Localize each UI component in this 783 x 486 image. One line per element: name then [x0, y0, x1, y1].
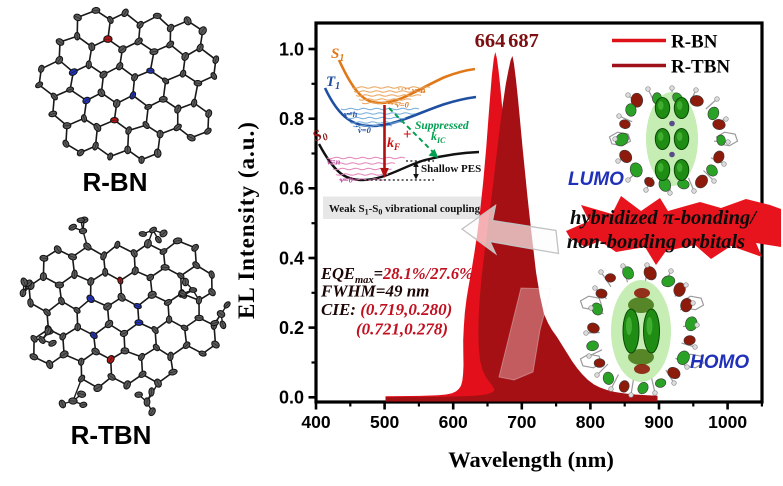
svg-text:ν=0: ν=0 [396, 100, 410, 110]
svg-text:0.2: 0.2 [279, 318, 304, 338]
svg-text:FWHM=49 nm: FWHM=49 nm [320, 282, 429, 301]
svg-text:700: 700 [507, 412, 536, 432]
svg-text:R-BN: R-BN [671, 32, 718, 53]
svg-text:400: 400 [301, 412, 330, 432]
svg-text:0.8: 0.8 [279, 109, 304, 129]
svg-text:0.0: 0.0 [279, 388, 304, 408]
svg-text:non-bonding orbitals: non-bonding orbitals [567, 231, 745, 253]
svg-text:1.0: 1.0 [279, 39, 304, 59]
svg-text:R-TBN: R-TBN [671, 57, 730, 78]
svg-text:+: + [403, 127, 412, 143]
svg-text:664: 664 [475, 30, 506, 52]
svg-text:Wavelength (nm): Wavelength (nm) [448, 447, 614, 472]
svg-text:R-TBN: R-TBN [71, 420, 152, 450]
svg-text:LUMO: LUMO [568, 169, 624, 190]
svg-text:CIE: (0.719,0.280): CIE: (0.719,0.280) [321, 300, 452, 319]
svg-text:R-BN: R-BN [83, 167, 148, 197]
svg-text:ν=0: ν=0 [340, 175, 354, 185]
svg-text:687: 687 [508, 30, 539, 52]
svg-text:hybridized π-bonding/: hybridized π-bonding/ [570, 207, 758, 229]
svg-text:500: 500 [370, 412, 399, 432]
svg-text:0.6: 0.6 [279, 179, 304, 199]
svg-text:HOMO: HOMO [690, 352, 749, 373]
svg-text:ν=n: ν=n [412, 85, 426, 95]
svg-text:EL Intensity (a.u.): EL Intensity (a.u.) [234, 121, 259, 319]
svg-text:ν=n: ν=n [327, 157, 341, 167]
svg-text:Shallow PES: Shallow PES [421, 163, 481, 175]
svg-text:0.4: 0.4 [279, 248, 304, 268]
svg-text:ν=0: ν=0 [358, 125, 372, 135]
svg-text:(0.721,0.278): (0.721,0.278) [356, 320, 448, 339]
svg-text:1000: 1000 [708, 412, 747, 432]
svg-text:600: 600 [439, 412, 468, 432]
svg-text:900: 900 [644, 412, 673, 432]
svg-text:Suppressed: Suppressed [415, 120, 469, 132]
svg-text:800: 800 [576, 412, 605, 432]
svg-text:Weak S1-S0 vibrational couplin: Weak S1-S0 vibrational coupling [329, 203, 481, 217]
svg-text:ν=n: ν=n [344, 109, 358, 119]
